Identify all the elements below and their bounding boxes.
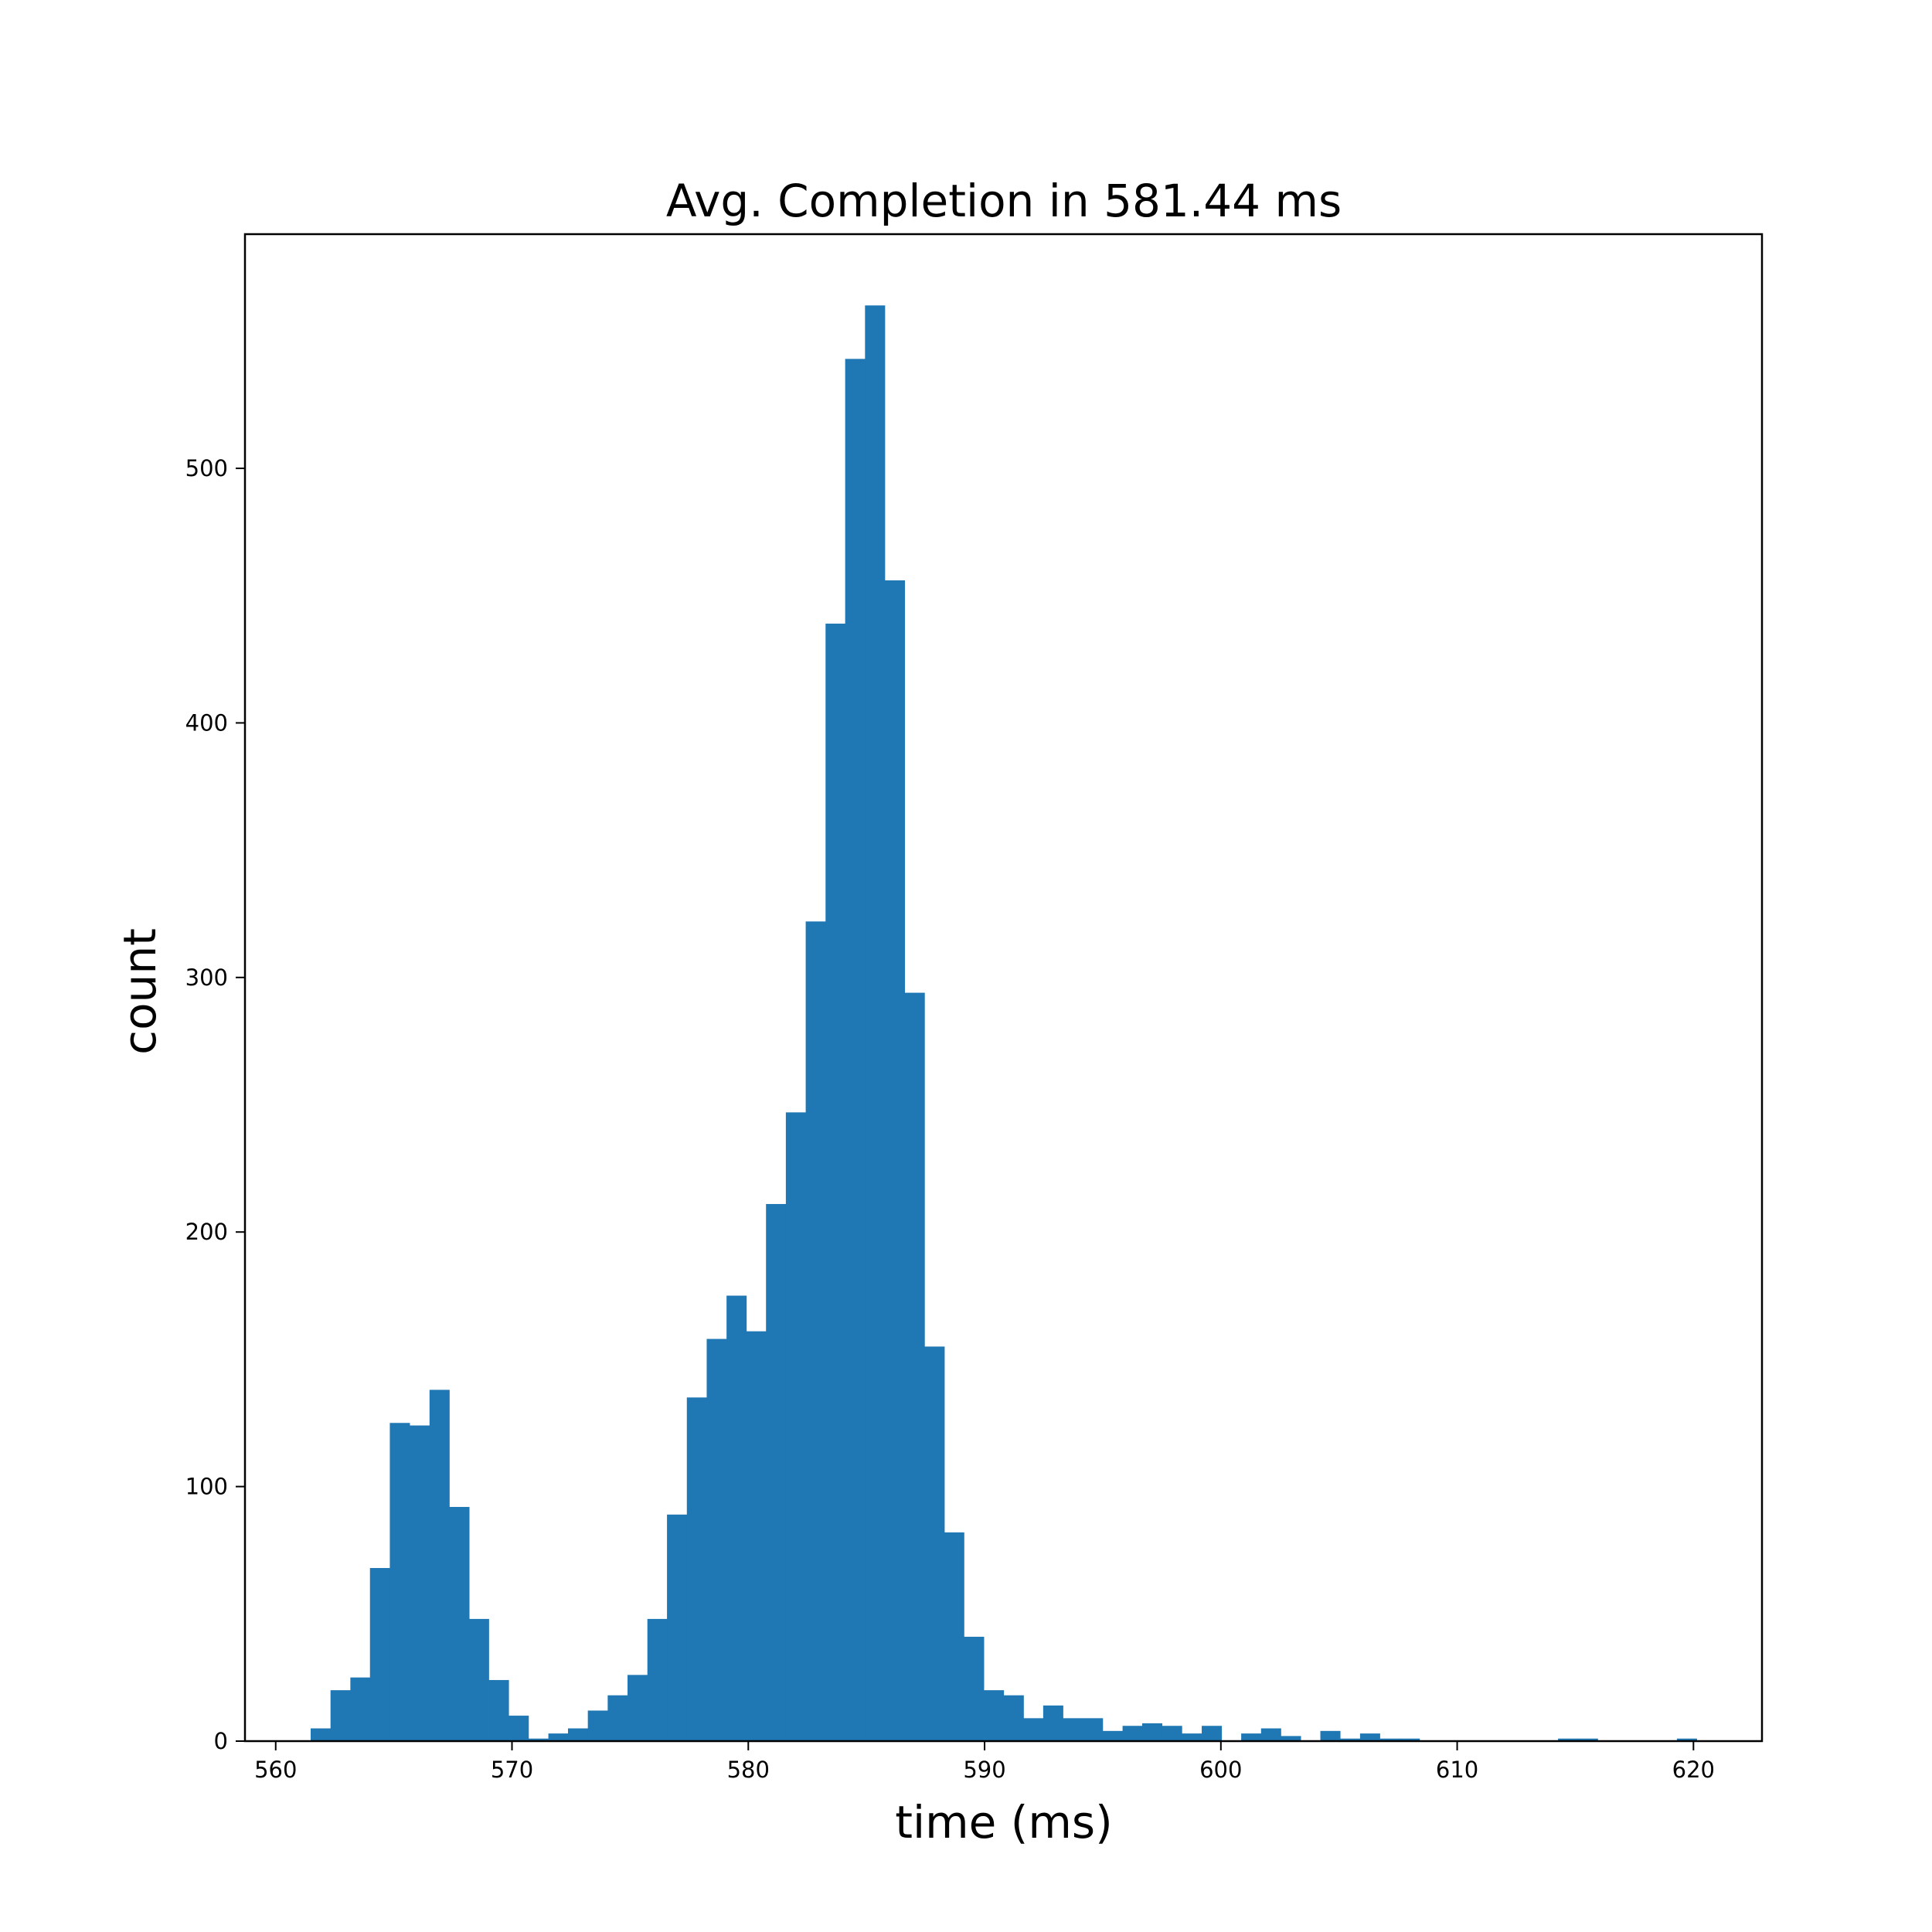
histogram-bar xyxy=(1281,1736,1301,1741)
histogram-bar xyxy=(1400,1738,1420,1741)
x-tick-label: 600 xyxy=(1199,1757,1242,1783)
histogram-bar xyxy=(1577,1738,1598,1741)
x-axis: 560 570 580 590 600 610 620 xyxy=(254,1741,1715,1783)
bars-group xyxy=(311,305,1697,1742)
histogram-bar xyxy=(944,1532,964,1741)
histogram-bar xyxy=(924,1346,945,1741)
plot-frame xyxy=(243,233,1764,1743)
y-tick-label: 400 xyxy=(185,709,228,736)
histogram-bar xyxy=(845,359,866,1741)
histogram-bar xyxy=(904,992,925,1741)
histogram-bar xyxy=(964,1636,985,1741)
histogram-bar xyxy=(1162,1726,1182,1741)
histogram-bar xyxy=(449,1506,470,1741)
histogram-bar xyxy=(389,1423,410,1741)
histogram-bar xyxy=(1003,1695,1024,1741)
histogram-bar xyxy=(667,1514,688,1741)
histogram-bar xyxy=(785,1112,806,1741)
histogram-bar xyxy=(1141,1723,1162,1741)
histogram-bar xyxy=(628,1675,648,1741)
y-tick-label: 200 xyxy=(185,1219,228,1245)
histogram-bar xyxy=(330,1690,351,1741)
x-tick-label: 580 xyxy=(727,1757,770,1783)
histogram-bar xyxy=(1182,1733,1202,1741)
y-tick-label: 300 xyxy=(185,964,228,991)
histogram-bar xyxy=(1063,1718,1083,1741)
histogram-bar xyxy=(706,1338,727,1741)
histogram-bar xyxy=(548,1733,569,1741)
histogram-bar xyxy=(509,1716,529,1741)
histogram-bar xyxy=(766,1203,787,1741)
y-tick-label: 100 xyxy=(185,1474,228,1500)
histogram-bar xyxy=(647,1618,668,1741)
histogram-bar xyxy=(567,1728,588,1741)
histogram-bar xyxy=(410,1425,430,1741)
x-tick-label: 590 xyxy=(963,1757,1005,1783)
histogram-bar xyxy=(686,1397,707,1741)
histogram-bar xyxy=(1023,1718,1044,1741)
histogram-bar xyxy=(311,1728,332,1741)
histogram-bar xyxy=(1359,1733,1380,1741)
histogram-bar xyxy=(350,1677,371,1741)
histogram-bar xyxy=(1260,1728,1281,1741)
histogram-bar xyxy=(1202,1726,1223,1741)
histogram-bar xyxy=(369,1568,390,1741)
y-axis: 0 100 200 300 400 500 xyxy=(185,455,245,1754)
histogram-bar xyxy=(885,580,906,1741)
histogram-bar xyxy=(468,1618,489,1741)
histogram-bar xyxy=(1122,1726,1143,1741)
x-axis-label: time (ms) xyxy=(895,1796,1112,1849)
histogram-bar xyxy=(1043,1705,1063,1741)
histogram-bar xyxy=(746,1331,767,1741)
x-tick-label: 560 xyxy=(254,1757,297,1783)
histogram-bar xyxy=(429,1389,450,1741)
y-tick-label: 0 xyxy=(214,1728,228,1754)
histogram-bar xyxy=(1340,1738,1361,1741)
histogram-bar xyxy=(1241,1733,1262,1741)
histogram-bar xyxy=(1320,1730,1341,1741)
histogram-bar xyxy=(1102,1730,1123,1741)
chart-title: Avg. Completion in 581.44 ms xyxy=(666,175,1342,227)
histogram-bar xyxy=(587,1710,608,1741)
x-tick-label: 610 xyxy=(1436,1757,1478,1783)
y-tick-label: 500 xyxy=(185,455,228,481)
histogram-bar xyxy=(984,1690,1005,1741)
histogram-bar xyxy=(1379,1738,1400,1741)
histogram-bar xyxy=(607,1695,628,1741)
histogram-bar xyxy=(726,1295,747,1741)
x-tick-label: 570 xyxy=(491,1757,533,1783)
histogram-bar xyxy=(865,305,886,1742)
y-axis-label: count xyxy=(114,928,166,1055)
histogram-bar xyxy=(488,1679,509,1741)
histogram-bar xyxy=(528,1738,549,1741)
histogram-bar xyxy=(825,623,846,1741)
histogram-bar xyxy=(1558,1738,1579,1741)
histogram-bar xyxy=(805,921,826,1741)
histogram-bar xyxy=(1083,1718,1104,1741)
x-tick-label: 620 xyxy=(1672,1757,1715,1783)
histogram-bar xyxy=(1676,1738,1697,1741)
